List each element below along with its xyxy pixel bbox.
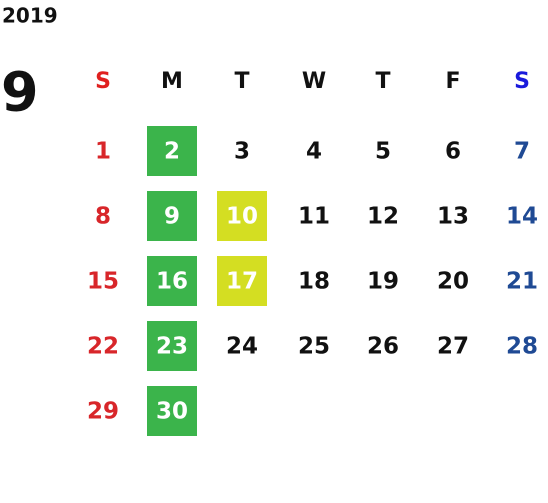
day: 18 bbox=[298, 269, 330, 295]
day: 14 bbox=[506, 204, 538, 230]
day: 9 bbox=[164, 204, 180, 230]
day: 13 bbox=[437, 204, 469, 230]
weekday: T bbox=[375, 69, 390, 94]
day: 30 bbox=[156, 399, 188, 425]
day-highlight bbox=[147, 126, 197, 176]
day: 26 bbox=[367, 334, 399, 360]
day: 22 bbox=[87, 334, 119, 360]
day: 4 bbox=[306, 139, 322, 165]
weekday: M bbox=[161, 69, 183, 94]
day: 7 bbox=[514, 139, 530, 165]
day: 24 bbox=[226, 334, 258, 360]
day: 29 bbox=[87, 399, 119, 425]
day: 10 bbox=[226, 204, 258, 230]
day: 23 bbox=[156, 334, 188, 360]
day: 27 bbox=[437, 334, 469, 360]
day: 15 bbox=[87, 269, 119, 295]
month: 9 bbox=[1, 61, 39, 124]
day-highlight bbox=[217, 191, 267, 241]
day: 5 bbox=[375, 139, 391, 165]
weekday: W bbox=[302, 69, 326, 94]
day: 16 bbox=[156, 269, 188, 295]
day-highlight bbox=[147, 256, 197, 306]
day: 21 bbox=[506, 269, 538, 295]
day: 12 bbox=[367, 204, 399, 230]
day: 17 bbox=[226, 269, 258, 295]
day-highlight bbox=[147, 191, 197, 241]
day: 28 bbox=[506, 334, 538, 360]
year: 2019 bbox=[2, 4, 58, 28]
weekday: F bbox=[445, 69, 460, 94]
weekday: T bbox=[234, 69, 249, 94]
day-highlight bbox=[217, 256, 267, 306]
day: 11 bbox=[298, 204, 330, 230]
day: 25 bbox=[298, 334, 330, 360]
day-highlight bbox=[147, 386, 197, 436]
day: 19 bbox=[367, 269, 399, 295]
day: 3 bbox=[234, 139, 250, 165]
day: 20 bbox=[437, 269, 469, 295]
day: 6 bbox=[445, 139, 461, 165]
day: 8 bbox=[95, 204, 111, 230]
day-highlight bbox=[147, 321, 197, 371]
day: 1 bbox=[95, 139, 111, 165]
weekday: S bbox=[95, 69, 111, 94]
weekday: S bbox=[514, 69, 530, 94]
day: 2 bbox=[164, 139, 180, 165]
